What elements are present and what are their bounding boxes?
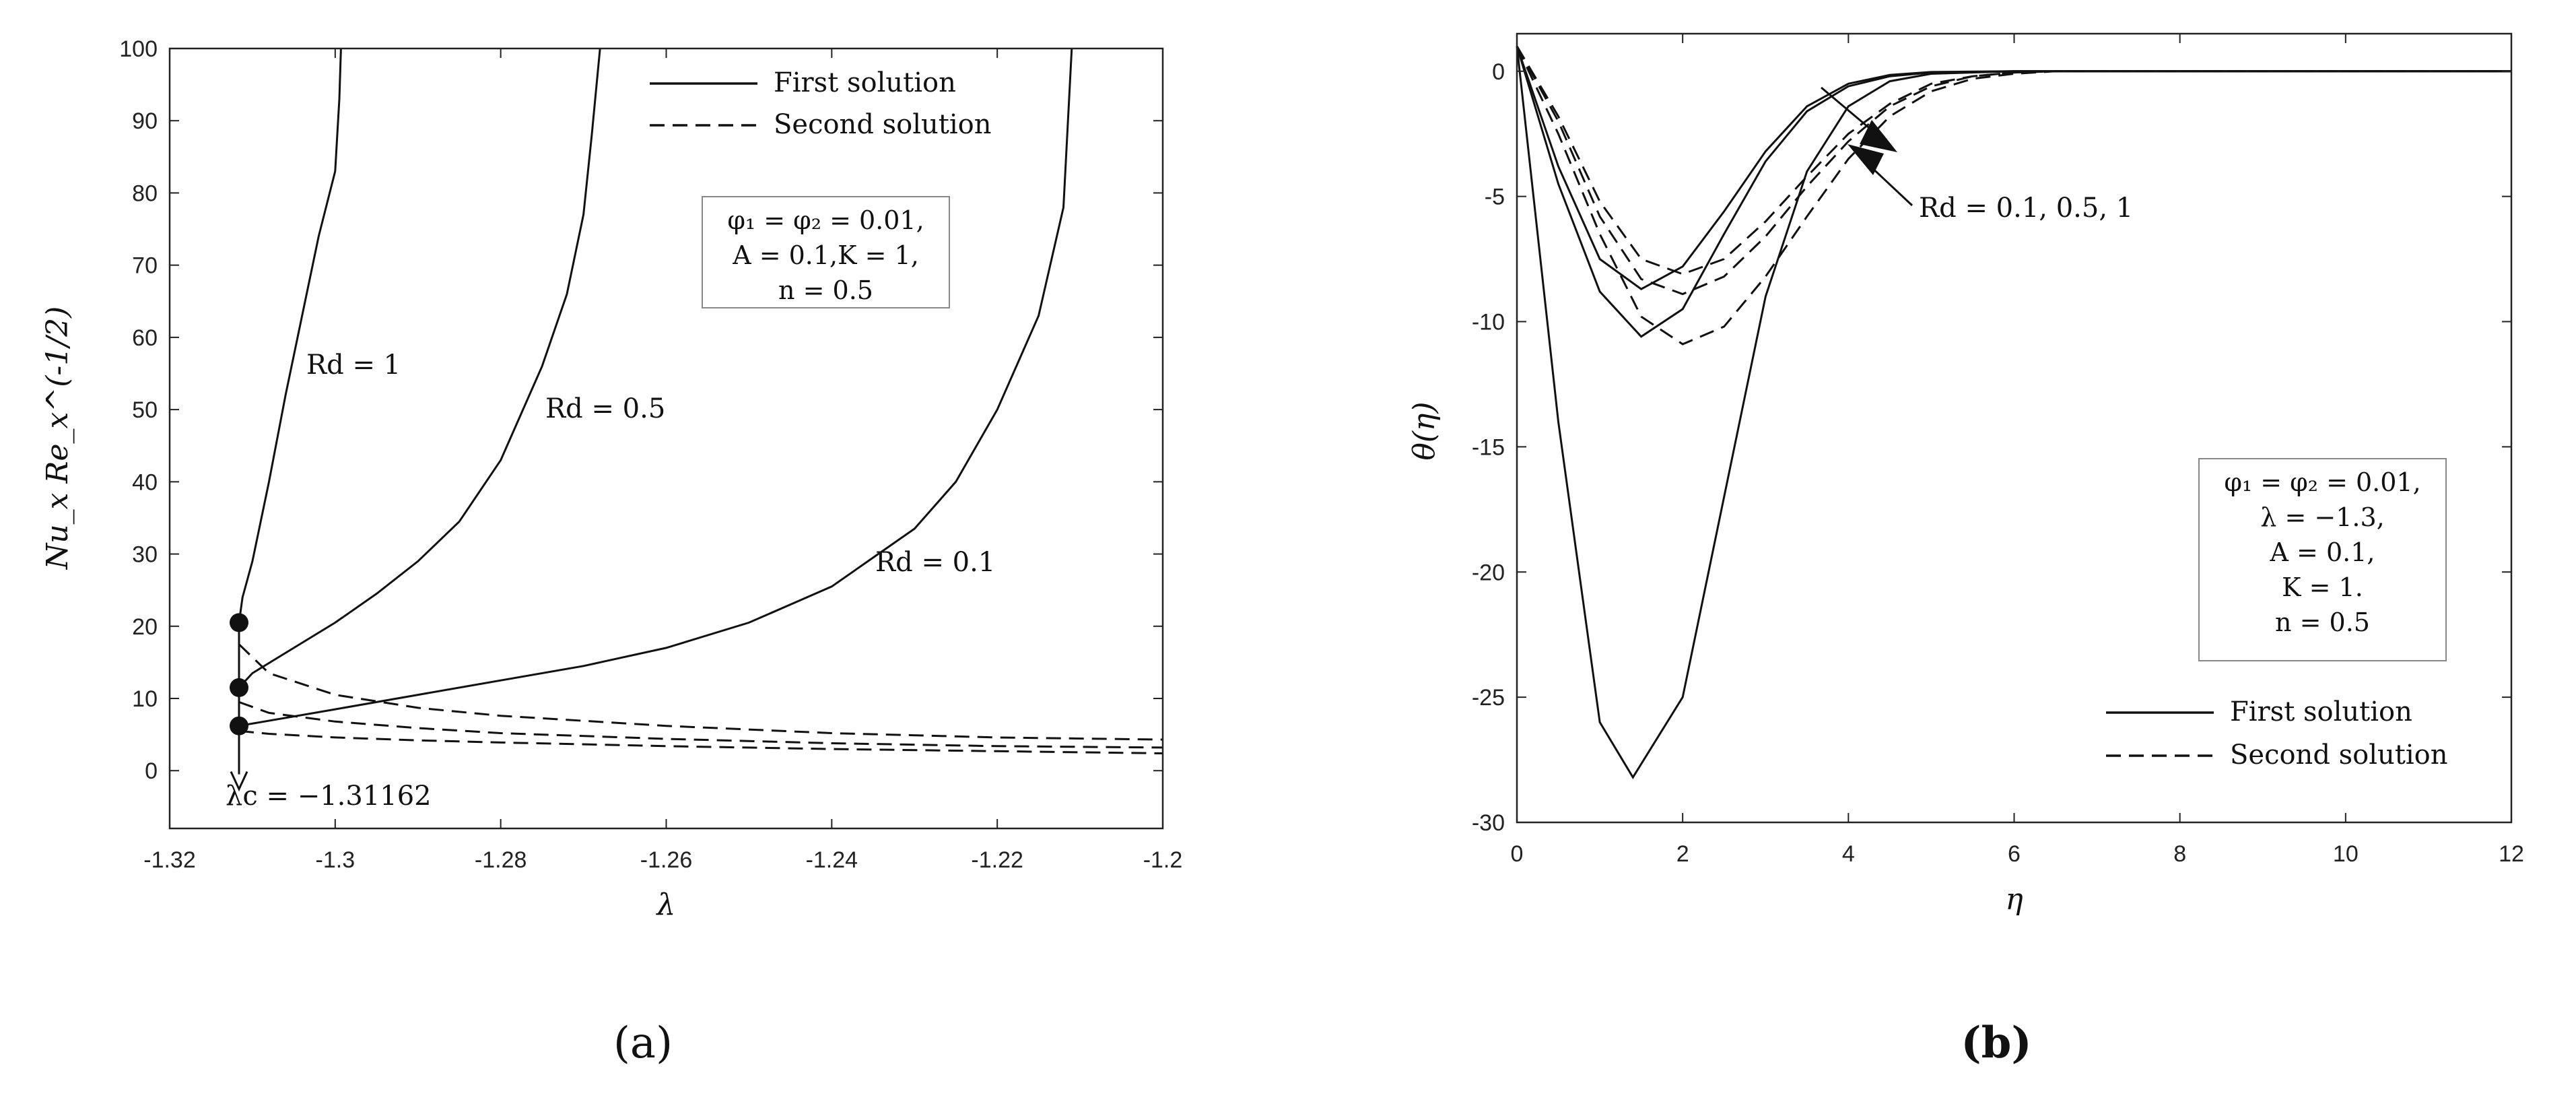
panel-label-a: (a) xyxy=(613,1018,673,1068)
critical-point-0 xyxy=(230,613,249,632)
chart-panel-a: -1.32 -1.3 -1.28 -1.26 -1.24 -1.22 -1.2 0 10 20 30… xyxy=(40,36,1182,922)
parameter-line-a-2: n = 0.5 xyxy=(778,275,873,305)
series-line-b-2 xyxy=(1516,46,2511,290)
y-tick-label-a-9: 90 xyxy=(132,108,158,134)
parameter-line-a-1: A = 0.1,K = 1, xyxy=(732,240,919,270)
y-tick-label-b-0: 0 xyxy=(1492,59,1505,85)
parameter-box-a xyxy=(702,196,950,308)
y-tick-label-a-7: 70 xyxy=(132,253,158,279)
x-tick-label-b-0: 0 xyxy=(1511,841,1524,867)
x-tick-label-b-2: 4 xyxy=(1842,841,1855,867)
annotation-a-1: Rd = 0.5 xyxy=(545,393,665,424)
x-tick-label-b-4: 8 xyxy=(2173,841,2186,867)
rd-arrow-1-head xyxy=(1860,120,1897,152)
legend-label-b-0: First solution xyxy=(2230,696,2412,727)
y-axis-label-b: θ(η) xyxy=(1407,401,1442,460)
y-tick-label-b-1: -5 xyxy=(1485,185,1505,210)
critical-point-2 xyxy=(230,716,249,735)
y-tick-label-a-8: 80 xyxy=(132,181,158,206)
parameter-line-b-0: φ₁ = φ₂ = 0.01, xyxy=(2224,467,2420,497)
x-tick-label-b-1: 2 xyxy=(1676,841,1689,867)
series-line-a-4 xyxy=(238,700,1163,749)
y-tick-label-a-3: 30 xyxy=(132,542,158,568)
x-tick-label-a-3: -1.26 xyxy=(640,847,693,873)
x-tick-label-b-3: 6 xyxy=(2008,841,2021,867)
x-tick-label-a-6: -1.2 xyxy=(1143,847,1183,873)
x-tick-label-a-0: -1.32 xyxy=(143,847,196,873)
x-tick-label-b-6: 12 xyxy=(2499,841,2524,867)
y-tick-label-a-10: 100 xyxy=(119,36,158,62)
legend-label-a-0: First solution xyxy=(774,67,956,98)
y-tick-label-b-5: -25 xyxy=(1472,685,1505,711)
y-tick-label-a-5: 50 xyxy=(132,397,158,423)
x-axis-label-b: η xyxy=(2005,882,2023,917)
y-tick-label-a-4: 40 xyxy=(132,469,158,495)
x-tick-label-a-1: -1.3 xyxy=(316,847,355,873)
x-tick-label-a-4: -1.24 xyxy=(806,847,858,873)
annotation-a-2: Rd = 0.1 xyxy=(875,547,995,578)
parameter-line-a-0: φ₁ = φ₂ = 0.01, xyxy=(727,205,924,235)
y-tick-label-a-0: 0 xyxy=(145,758,158,784)
parameter-line-b-1: λ = −1.3, xyxy=(2260,502,2384,532)
y-tick-label-a-2: 20 xyxy=(132,614,158,640)
x-axis-label-a: λ xyxy=(656,888,676,922)
y-tick-label-b-3: -15 xyxy=(1472,434,1505,460)
legend-label-a-1: Second solution xyxy=(774,109,992,140)
x-tick-label-a-2: -1.28 xyxy=(475,847,527,873)
panel-label-b: (b) xyxy=(1961,1018,2031,1068)
parameter-line-b-2: A = 0.1, xyxy=(2270,537,2375,567)
x-tick-label-a-5: -1.22 xyxy=(971,847,1023,873)
parameter-line-b-4: n = 0.5 xyxy=(2275,608,2370,637)
critical-arrow-head xyxy=(230,771,248,792)
series-line-a-2 xyxy=(238,48,1073,727)
series-line-a-3 xyxy=(238,643,1163,741)
y-tick-label-b-6: -30 xyxy=(1472,810,1505,836)
chart-panel-b: 0 2 4 6 8 10 12 0 -5 -10 -15 -20 -25 -30 η θ(η) First so… xyxy=(1407,32,2524,917)
critical-point-1 xyxy=(230,678,249,697)
annotation-b-0: Rd = 0.1, 0.5, 1 xyxy=(1919,193,2133,224)
parameter-line-b-3: K = 1. xyxy=(2282,573,2363,602)
annotation-a-3: λc = −1.31162 xyxy=(226,781,432,812)
rd-arrow-2-head xyxy=(1848,144,1884,175)
series-line-a-0 xyxy=(238,48,342,623)
legend-label-b-1: Second solution xyxy=(2230,740,2448,771)
series-line-a-5 xyxy=(238,729,1163,754)
x-tick-label-b-5: 10 xyxy=(2333,841,2359,867)
series-line-b-5 xyxy=(1516,45,2511,275)
series-line-b-0 xyxy=(1516,46,2511,779)
y-tick-label-a-6: 60 xyxy=(132,325,158,351)
y-tick-label-b-2: -10 xyxy=(1472,310,1505,335)
parameter-box-b xyxy=(2198,458,2447,661)
annotation-a-0: Rd = 1 xyxy=(306,350,401,381)
series-line-a-1 xyxy=(238,48,601,688)
y-tick-label-b-4: -20 xyxy=(1472,560,1505,585)
y-axis-label-a: Nu_x Re_x^(-1/2) xyxy=(40,306,75,570)
y-tick-label-a-1: 10 xyxy=(132,686,158,712)
